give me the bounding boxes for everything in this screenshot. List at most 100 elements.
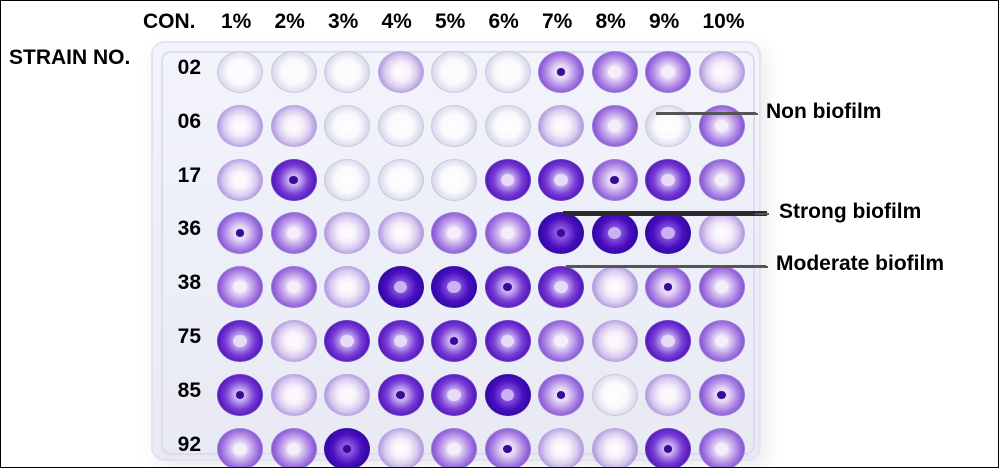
strain-header-label: STRAIN NO. bbox=[9, 46, 131, 69]
plate-well bbox=[538, 427, 584, 467]
plate-well bbox=[538, 212, 584, 255]
plate-well bbox=[431, 266, 477, 309]
plate-well bbox=[538, 266, 584, 309]
strain-label: 38 bbox=[177, 271, 201, 295]
plate-well bbox=[645, 212, 691, 255]
plate-well bbox=[270, 320, 317, 362]
strong-biofilm-pointer bbox=[563, 211, 767, 216]
strong-biofilm-label: Strong biofilm bbox=[779, 200, 922, 223]
strain-label: 85 bbox=[177, 378, 201, 402]
concentration-label: 9% bbox=[649, 10, 680, 33]
plate-well bbox=[217, 212, 263, 255]
plate-well bbox=[698, 373, 745, 416]
plate-well bbox=[217, 51, 263, 93]
plate-well bbox=[431, 427, 477, 467]
plate-well bbox=[484, 266, 531, 309]
plate-well bbox=[377, 51, 424, 93]
plate-well bbox=[217, 104, 263, 147]
non-biofilm-label: Non biofilm bbox=[766, 100, 882, 123]
strain-label: 92 bbox=[177, 432, 201, 456]
plate-well bbox=[645, 51, 691, 93]
concentration-label: 6% bbox=[488, 10, 519, 33]
concentration-label: 1% bbox=[221, 10, 252, 33]
plate-well bbox=[538, 158, 584, 201]
plate-well bbox=[217, 320, 263, 362]
plate-well bbox=[645, 320, 691, 362]
plate-well bbox=[591, 373, 638, 416]
concentration-label: 8% bbox=[595, 10, 626, 33]
plate-well bbox=[324, 212, 370, 255]
plate-well bbox=[484, 104, 531, 147]
plate-well bbox=[377, 212, 424, 255]
plate-well bbox=[270, 104, 317, 147]
plate-well bbox=[698, 427, 745, 467]
plate-well bbox=[591, 427, 638, 467]
plate-well bbox=[270, 51, 317, 93]
plate-well bbox=[698, 158, 745, 201]
plate-well bbox=[484, 51, 531, 93]
plate-well bbox=[484, 427, 531, 467]
strain-label: 36 bbox=[177, 217, 201, 241]
plate-well bbox=[698, 51, 745, 93]
plate-well bbox=[591, 320, 638, 362]
plate-well bbox=[645, 427, 691, 467]
moderate-biofilm-pointer bbox=[566, 265, 766, 268]
plate-well bbox=[538, 320, 584, 362]
strain-label: 75 bbox=[177, 325, 201, 348]
plate-well bbox=[270, 266, 317, 309]
plate-well bbox=[698, 266, 745, 309]
plate-well bbox=[484, 373, 531, 416]
concentration-label: 4% bbox=[381, 10, 412, 33]
concentration-label: 7% bbox=[542, 10, 573, 33]
plate-well bbox=[324, 51, 370, 93]
plate-well bbox=[217, 427, 263, 467]
plate-well bbox=[645, 158, 691, 201]
plate-well bbox=[324, 266, 370, 309]
plate-well bbox=[217, 373, 263, 416]
plate-well bbox=[431, 373, 477, 416]
plate-well bbox=[538, 104, 584, 147]
plate-well bbox=[324, 104, 370, 147]
strain-label: 17 bbox=[177, 163, 201, 187]
plate-well bbox=[217, 266, 263, 309]
plate-well bbox=[270, 158, 317, 201]
non-biofilm-pointer bbox=[656, 112, 756, 115]
plate-well bbox=[270, 212, 317, 255]
plate-well bbox=[377, 104, 424, 147]
plate-well bbox=[324, 158, 370, 201]
plate-well bbox=[591, 104, 638, 147]
plate-well bbox=[377, 427, 424, 467]
plate-well bbox=[591, 212, 638, 255]
plate-well bbox=[377, 158, 424, 201]
strain-label: 06 bbox=[177, 109, 201, 133]
plate-well bbox=[591, 266, 638, 309]
plate-well bbox=[377, 320, 424, 362]
plate-well bbox=[324, 373, 370, 416]
plate-well bbox=[645, 373, 691, 416]
concentration-label: 2% bbox=[274, 10, 305, 33]
plate-well bbox=[698, 320, 745, 362]
plate-well bbox=[431, 158, 477, 201]
concentration-header-label: CON. bbox=[143, 10, 196, 33]
plate-well bbox=[484, 320, 531, 362]
plate-well bbox=[217, 158, 263, 201]
concentration-label: 10% bbox=[702, 10, 745, 33]
plate-well bbox=[377, 266, 424, 309]
plate-well bbox=[431, 320, 477, 362]
plate-well bbox=[324, 320, 370, 362]
plate-well bbox=[591, 158, 638, 201]
plate-well bbox=[698, 212, 745, 255]
plate-well bbox=[484, 212, 531, 255]
plate-well bbox=[538, 373, 584, 416]
plate-well bbox=[324, 427, 370, 467]
plate-well bbox=[270, 427, 317, 467]
plate-well bbox=[431, 104, 477, 147]
plate-well bbox=[377, 373, 424, 416]
plate-well bbox=[431, 51, 477, 93]
moderate-biofilm-label: Moderate biofilm bbox=[776, 252, 945, 275]
plate-well bbox=[645, 266, 691, 309]
plate-well bbox=[591, 51, 638, 93]
concentration-label: 5% bbox=[435, 10, 466, 33]
plate-well bbox=[431, 212, 477, 255]
